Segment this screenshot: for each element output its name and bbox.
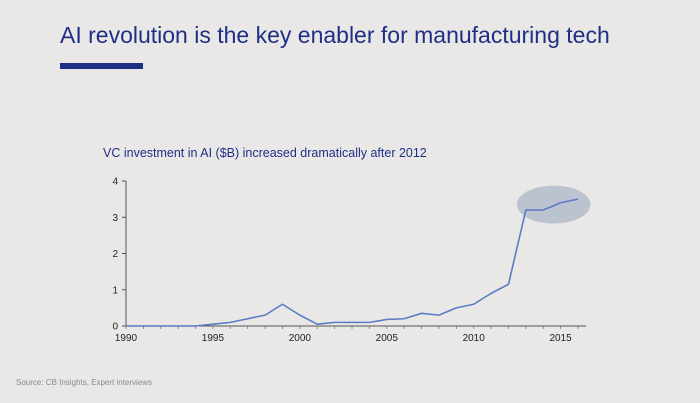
y-tick-label: 4 — [112, 177, 118, 188]
y-tick-label: 3 — [112, 213, 118, 224]
highlight-ellipse — [516, 185, 591, 224]
title-underline — [60, 63, 143, 69]
x-tick-label: 1990 — [115, 333, 138, 344]
y-tick-label: 2 — [112, 249, 118, 260]
y-tick-label: 0 — [112, 322, 118, 333]
series-line — [126, 198, 579, 327]
x-tick-label: 2015 — [549, 333, 572, 344]
source-note: Source: CB Insights, Expert interviews — [16, 378, 153, 387]
x-tick-label: 1995 — [202, 333, 225, 344]
x-tick-label: 2005 — [376, 333, 399, 344]
chart-title: VC investment in AI ($B) increased drama… — [103, 146, 427, 160]
x-tick-label: 2000 — [289, 333, 312, 344]
y-tick-label: 1 — [112, 285, 118, 296]
slide-title: AI revolution is the key enabler for man… — [60, 22, 610, 48]
x-tick-label: 2010 — [463, 333, 486, 344]
